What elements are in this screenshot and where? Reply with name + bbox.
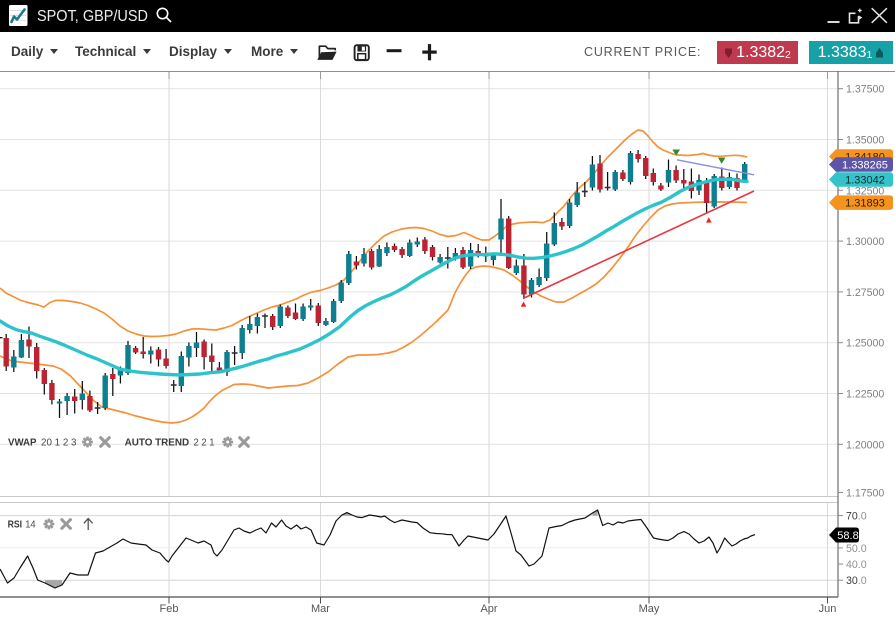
svg-text:1.17500: 1.17500: [846, 488, 884, 500]
svg-text:58.8: 58.8: [837, 530, 858, 542]
svg-text:1.33042: 1.33042: [845, 175, 885, 187]
svg-text:1.20000: 1.20000: [846, 439, 884, 451]
svg-text:Feb: Feb: [160, 603, 179, 615]
svg-text:30.0: 30.0: [846, 575, 867, 587]
svg-text:May: May: [639, 603, 660, 615]
svg-text:70.0: 70.0: [846, 511, 867, 523]
svg-text:Jun: Jun: [819, 603, 837, 615]
svg-text:SPOT, GBP/USD: SPOT, GBP/USD: [37, 8, 148, 25]
svg-text:1.37500: 1.37500: [846, 84, 884, 96]
svg-text:50.0: 50.0: [846, 543, 867, 555]
svg-text:Mar: Mar: [311, 603, 330, 615]
svg-text:1.32500: 1.32500: [846, 185, 884, 197]
svg-text:1.27500: 1.27500: [846, 287, 884, 299]
svg-text:1.35000: 1.35000: [846, 135, 884, 147]
svg-text:1.25000: 1.25000: [846, 338, 884, 350]
svg-text:AUTO TREND: AUTO TREND: [125, 437, 190, 448]
svg-text:VWAP: VWAP: [8, 437, 37, 448]
svg-text:20 1 2 3: 20 1 2 3: [41, 437, 77, 448]
svg-text:1.22500: 1.22500: [846, 389, 884, 401]
svg-text:14: 14: [25, 519, 36, 530]
svg-text:1.338265: 1.338265: [842, 160, 888, 172]
svg-text:40.0: 40.0: [846, 559, 867, 571]
svg-text:1.30000: 1.30000: [846, 236, 884, 248]
svg-text:RSI: RSI: [8, 519, 23, 530]
svg-text:1.31893: 1.31893: [845, 198, 885, 210]
svg-text:2 2 1: 2 2 1: [194, 437, 215, 448]
svg-text:Apr: Apr: [480, 603, 497, 615]
